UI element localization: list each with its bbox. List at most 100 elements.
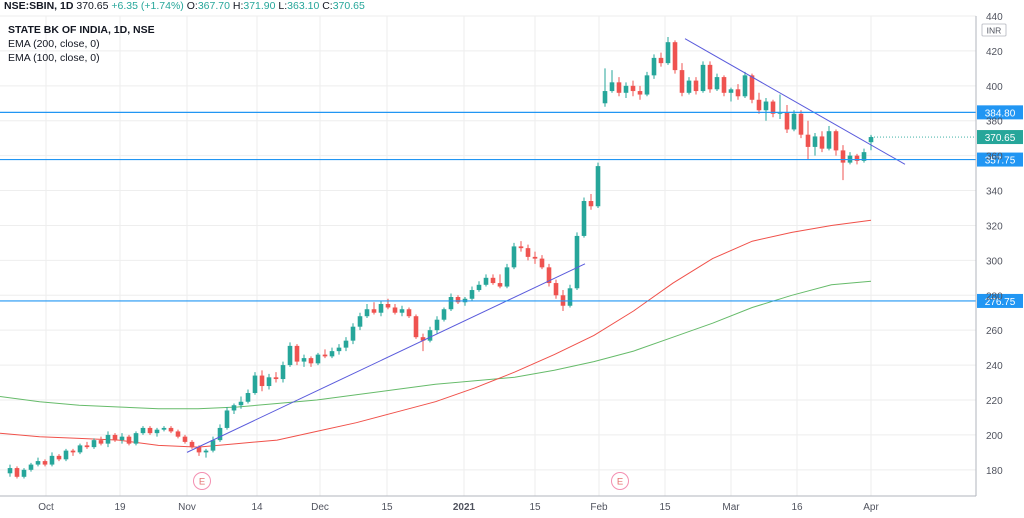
candle-body[interactable]	[175, 431, 181, 437]
candle-body[interactable]	[301, 358, 307, 362]
candle-body[interactable]	[623, 85, 629, 93]
candle-body[interactable]	[42, 461, 48, 465]
candle-body[interactable]	[735, 89, 741, 97]
candle-body[interactable]	[511, 246, 517, 268]
candle-body[interactable]	[665, 42, 671, 64]
candle-body[interactable]	[658, 57, 664, 64]
candle-body[interactable]	[770, 101, 776, 114]
trend-lines[interactable]	[186, 38, 906, 453]
candle-body[interactable]	[350, 326, 356, 341]
candle-body[interactable]	[721, 77, 727, 93]
earnings-marker-icon[interactable]	[611, 472, 629, 490]
candle-body[interactable]	[441, 309, 447, 320]
candle-body[interactable]	[826, 131, 832, 149]
candle-body[interactable]	[616, 82, 622, 93]
candle-body[interactable]	[329, 351, 335, 357]
candle-body[interactable]	[259, 375, 265, 387]
candle-body[interactable]	[630, 85, 636, 92]
candle-body[interactable]	[392, 307, 398, 313]
candle-body[interactable]	[406, 309, 412, 317]
candles[interactable]	[7, 36, 874, 479]
candle-body[interactable]	[147, 427, 153, 434]
candle-body[interactable]	[315, 354, 321, 364]
candle-body[interactable]	[756, 99, 762, 111]
candle-body[interactable]	[455, 297, 461, 303]
legend-ema200[interactable]: EMA (200, close, 0)	[8, 38, 100, 50]
candle-body[interactable]	[364, 309, 370, 317]
candle-body[interactable]	[469, 290, 475, 299]
candle-body[interactable]	[672, 42, 678, 71]
candle-body[interactable]	[588, 201, 594, 207]
candle-body[interactable]	[763, 101, 769, 111]
candle-body[interactable]	[182, 436, 188, 442]
candle-body[interactable]	[49, 455, 55, 465]
candle-body[interactable]	[7, 468, 13, 474]
candle-body[interactable]	[189, 441, 195, 448]
candle-body[interactable]	[868, 137, 874, 143]
trend-line[interactable]	[684, 38, 906, 165]
candle-body[interactable]	[784, 112, 790, 130]
candle-body[interactable]	[693, 80, 699, 92]
candle-body[interactable]	[357, 316, 363, 327]
candle-body[interactable]	[700, 64, 706, 92]
candle-body[interactable]	[161, 427, 167, 430]
candle-body[interactable]	[385, 304, 391, 308]
candle-body[interactable]	[35, 461, 41, 465]
candle-body[interactable]	[840, 150, 846, 163]
candle-body[interactable]	[609, 82, 615, 92]
candle-body[interactable]	[434, 319, 440, 331]
legend-ema100[interactable]: EMA (100, close, 0)	[8, 52, 100, 64]
candle-body[interactable]	[77, 445, 83, 453]
candle-body[interactable]	[805, 134, 811, 147]
candle-body[interactable]	[819, 136, 825, 149]
candle-body[interactable]	[133, 433, 139, 444]
candle-body[interactable]	[28, 464, 34, 470]
candle-body[interactable]	[238, 401, 244, 406]
candle-body[interactable]	[742, 75, 748, 97]
candle-body[interactable]	[504, 267, 510, 287]
candle-body[interactable]	[714, 77, 720, 90]
candle-body[interactable]	[483, 277, 489, 285]
candle-body[interactable]	[63, 450, 69, 460]
candle-body[interactable]	[490, 277, 496, 284]
candle-body[interactable]	[861, 152, 867, 161]
candle-body[interactable]	[812, 136, 818, 147]
candle-body[interactable]	[448, 297, 454, 310]
candle-body[interactable]	[56, 455, 62, 460]
candle-body[interactable]	[154, 429, 160, 434]
candle-body[interactable]	[336, 347, 342, 352]
candle-body[interactable]	[707, 64, 713, 90]
candle-body[interactable]	[651, 57, 657, 76]
candle-body[interactable]	[217, 427, 223, 441]
candle-body[interactable]	[644, 75, 650, 95]
candle-body[interactable]	[497, 283, 503, 287]
horizontal-levels[interactable]: 384.80 357.75 276.75 370.65	[0, 105, 1023, 308]
candle-body[interactable]	[231, 405, 237, 411]
candle-body[interactable]	[371, 309, 377, 313]
candle-body[interactable]	[546, 267, 552, 284]
candle-body[interactable]	[266, 377, 272, 387]
candle-body[interactable]	[427, 330, 433, 341]
candle-body[interactable]	[98, 440, 104, 444]
candle-body[interactable]	[378, 304, 384, 313]
candle-body[interactable]	[637, 91, 643, 95]
candle-body[interactable]	[322, 354, 328, 357]
candle-body[interactable]	[203, 450, 209, 453]
candle-body[interactable]	[749, 75, 755, 100]
candle-body[interactable]	[854, 155, 860, 161]
candle-body[interactable]	[280, 365, 286, 380]
candle-body[interactable]	[14, 468, 20, 477]
candle-body[interactable]	[105, 434, 111, 444]
candle-body[interactable]	[140, 427, 146, 434]
candle-body[interactable]	[581, 201, 587, 236]
candle-body[interactable]	[252, 375, 258, 394]
candle-body[interactable]	[91, 440, 97, 448]
candle-body[interactable]	[532, 256, 538, 259]
candle-body[interactable]	[168, 427, 174, 432]
candle-body[interactable]	[119, 436, 125, 441]
trend-line[interactable]	[186, 263, 586, 453]
candle-body[interactable]	[791, 113, 797, 130]
candle-body[interactable]	[21, 469, 27, 477]
candle-body[interactable]	[476, 284, 482, 291]
